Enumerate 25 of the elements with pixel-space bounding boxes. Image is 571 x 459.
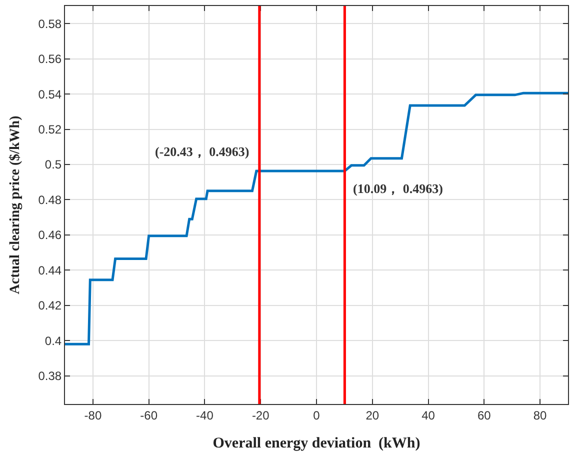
- y-tick-label: 0.52: [38, 122, 62, 136]
- x-tick-label: 20: [366, 408, 380, 422]
- x-tick-label: -40: [196, 408, 214, 422]
- line-series: [65, 92, 568, 346]
- y-tick-label: 0.56: [38, 52, 62, 66]
- annotation: (10.09， 0.4963): [353, 181, 443, 196]
- y-tick-label: 0.46: [38, 228, 62, 242]
- x-tick-label: -80: [84, 408, 102, 422]
- y-tick-label: 0.54: [38, 87, 62, 102]
- y-tick-label: 0.42: [38, 298, 62, 313]
- x-tick-label: -20: [252, 408, 270, 422]
- y-tick-label: 0.4: [44, 334, 62, 348]
- annotation: (-20.43， 0.4963): [155, 144, 250, 159]
- y-tick-label: 0.58: [38, 16, 62, 31]
- y-tick-label: 0.44: [38, 263, 62, 278]
- x-tick-label: 60: [477, 408, 492, 422]
- x-tick-label: 80: [533, 408, 548, 422]
- x-tick-label: -60: [140, 408, 158, 422]
- y-tick-label: 0.38: [38, 369, 62, 384]
- y-axis-title: Actual clearing price ($/kWh): [8, 115, 23, 294]
- y-tick-label: 0.48: [38, 192, 62, 207]
- y-tick-label: 0.5: [44, 158, 62, 172]
- x-tick-label: 0: [313, 408, 320, 422]
- x-axis-title: Overall energy deviation (kWh): [212, 435, 420, 452]
- x-tick-label: 40: [422, 408, 436, 422]
